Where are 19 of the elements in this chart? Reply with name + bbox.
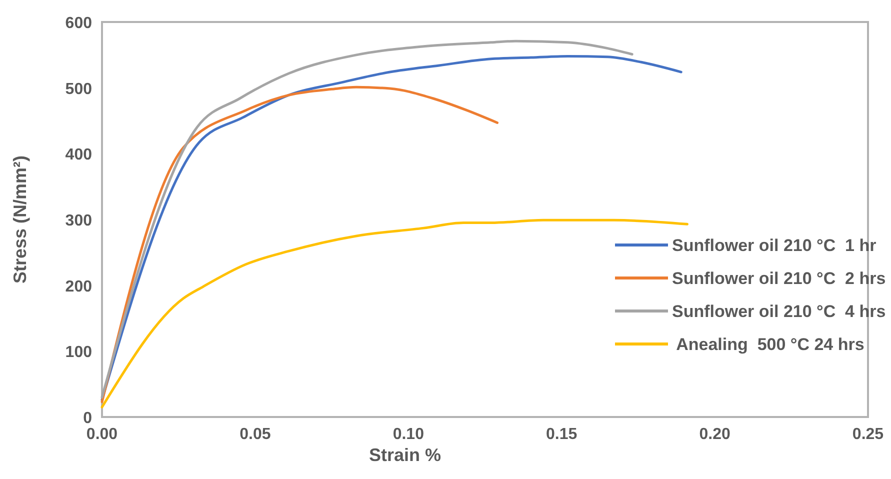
x-tick-label: 0.25: [852, 426, 884, 443]
y-tick-label: 100: [65, 344, 92, 362]
y-tick-label: 400: [65, 146, 92, 164]
y-axis-title: Stress (N/mm²): [10, 155, 30, 284]
legend-label: Sunflower oil 210 °C 2 hrs: [672, 269, 886, 288]
x-tick-label: 0.05: [240, 426, 271, 443]
legend-label: Sunflower oil 210 °C 4 hrs: [672, 302, 886, 321]
y-tick-label: 600: [65, 15, 92, 32]
legend-label: Sunflower oil 210 °C 1 hr: [672, 236, 877, 255]
y-tick-label: 300: [65, 212, 92, 230]
y-tick-label: 500: [65, 80, 92, 98]
x-tick-label: 0.15: [546, 426, 578, 443]
x-tick-label: 0.10: [392, 426, 424, 443]
y-tick-label: 0: [83, 410, 92, 427]
x-tick-label: 0.20: [699, 426, 730, 443]
x-tick-label: 0.00: [86, 426, 118, 443]
x-axis-title: Strain %: [368, 445, 442, 465]
y-tick-label: 200: [65, 278, 92, 296]
legend-label: Anealing 500 °C 24 hrs: [672, 335, 864, 354]
